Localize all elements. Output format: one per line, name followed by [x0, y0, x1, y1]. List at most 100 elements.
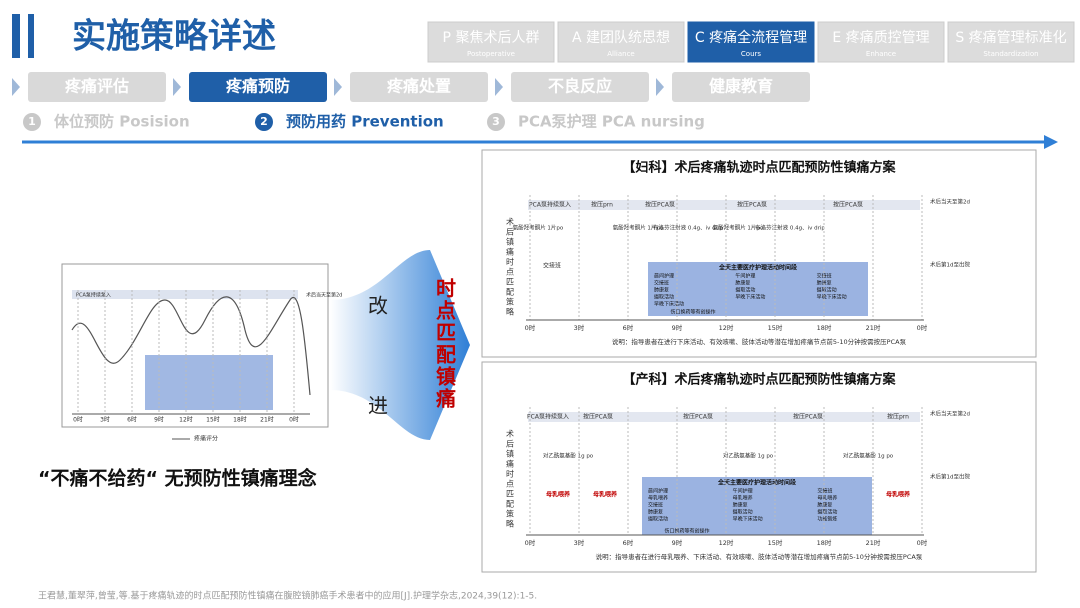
substep-dot	[23, 113, 41, 131]
citation: 王君慧,董翠萍,曾莹,等.基于疼痛轨迹的时点匹配预防性镇痛在腹腔镜肺癌手术患者中…	[38, 590, 537, 602]
fig-x-label: 0时	[289, 416, 299, 424]
step-tab	[189, 72, 327, 102]
panel-y-label: 略	[506, 519, 514, 529]
box-item: 肺康复	[654, 287, 669, 294]
vertical-text-char: 匹	[436, 321, 456, 345]
panel-x-label: 0时	[917, 323, 928, 332]
substep-label: 体位预防 Posision	[54, 113, 190, 131]
top-row-label: 按压PCA泵	[583, 413, 613, 421]
box-item: 早晚下床活动	[654, 301, 684, 308]
tab-label: A 建团队统思想	[572, 30, 670, 46]
panel-y-label: 匹	[506, 490, 514, 499]
slide-title: 实施策略详述	[72, 17, 276, 57]
top-row-label: 按压prn	[591, 201, 613, 209]
drug-label: 氨酚羟考酮片 1片po	[513, 224, 564, 232]
step-label: 疼痛处置	[387, 77, 451, 96]
tab-label: C 疼痛全流程管理	[695, 29, 807, 46]
panel-y-label: 策	[506, 509, 514, 519]
box-item: 肺康复	[735, 280, 750, 287]
vertical-text-char: 时	[436, 277, 456, 301]
panel-x-label: 6时	[623, 323, 634, 332]
panel-y-label: 痛	[506, 459, 514, 469]
panel-y-label: 点	[506, 268, 514, 277]
tab-sub: Enhance	[866, 50, 896, 58]
step-tab	[28, 72, 166, 102]
tab	[817, 21, 945, 63]
tab-sub: Alliance	[607, 50, 635, 58]
vertical-text-char: 痛	[436, 387, 456, 411]
box-item: 早晚下床活动	[733, 516, 763, 523]
vertical-text-char: 配	[436, 343, 456, 367]
box-item: 摄取活动	[817, 287, 837, 294]
right-label: 术后第1d至出院	[930, 473, 970, 481]
step-label: 疼痛预防	[226, 77, 290, 96]
panel-x-label: 9时	[672, 538, 683, 547]
panel-y-label: 镇	[506, 237, 514, 247]
tab-sub: Standardization	[983, 50, 1038, 58]
drug-label: 布洛芬注射液 0.4g、iv drip	[653, 224, 723, 232]
tab	[687, 21, 815, 63]
tab	[557, 21, 685, 63]
panel-x-label: 9时	[672, 323, 683, 332]
panel-top-row	[528, 412, 920, 422]
timeline-head	[1044, 135, 1058, 149]
panel-x-label: 0时	[917, 538, 928, 547]
box-item: 摄取活动	[648, 516, 668, 523]
fig-curve	[71, 296, 311, 396]
panel-x-label: 3时	[574, 538, 585, 547]
substep-label: PCA泵护理 PCA nursing	[518, 113, 705, 131]
box-item: 交接班	[648, 502, 663, 509]
panel-y-label: 镇	[506, 449, 514, 459]
chevron	[656, 78, 664, 96]
top-row-label: 按压PCA泵	[793, 413, 823, 421]
panel	[481, 149, 1037, 358]
panel-x-label: 0时	[525, 323, 536, 332]
panel-y-label: 略	[506, 307, 514, 317]
tab-sub: Postoperative	[467, 50, 515, 58]
chevron	[12, 78, 20, 96]
big-arrow	[330, 250, 470, 440]
panel-note: 说明：指导患者在进行母乳喂养、下床活动、有效咳嗽、肢体活动等潜在增加疼痛节点前5…	[596, 552, 923, 561]
drug-label: 对乙酰氨基酚 1g po	[843, 452, 894, 460]
panel-x-label: 3时	[574, 323, 585, 332]
step-tab	[350, 72, 488, 102]
top-row-label: 按压PCA泵	[833, 201, 863, 209]
box-title: 全天主要医疗护理活动时间段	[717, 479, 796, 487]
panel-y-label: 术	[506, 429, 514, 439]
extra-label: 母乳喂养	[593, 491, 618, 499]
tab-sub: Cours	[741, 50, 761, 58]
fig-x-label: 0时	[73, 416, 83, 424]
substep-num: 1	[28, 115, 36, 128]
fig-x-label: 6时	[127, 416, 137, 424]
panel	[481, 361, 1037, 573]
box-item: 摄取活动	[735, 287, 755, 294]
box-item: 交接班	[654, 280, 669, 287]
arrow-text: 改	[368, 294, 388, 318]
fig-x-label: 15时	[206, 416, 220, 424]
panel-note: 说明：指导患者在进行下床活动、有效咳嗽、肢体活动等潜在增加疼痛节点前5-10分钟…	[612, 337, 907, 346]
panel-title: 【妇科】术后疼痛轨迹时点匹配预防性镇痛方案	[622, 160, 896, 176]
box-item: 摄取活动	[654, 294, 674, 301]
right-label: 术后当天至第2d	[930, 410, 970, 418]
fig-bar	[72, 290, 298, 299]
substep-dot	[487, 113, 505, 131]
panel-y-label: 后	[506, 439, 514, 449]
top-row-label: PCA泵持续泵入	[529, 201, 571, 209]
tab	[947, 21, 1075, 63]
box-foot: 伤口换药等有创操作	[664, 528, 709, 535]
panel-x-label: 21时	[866, 538, 881, 547]
tab-label: S 疼痛管理标准化	[955, 29, 1066, 46]
activity-box	[648, 262, 868, 316]
step-tab	[511, 72, 649, 102]
panel-x-label: 18时	[817, 323, 832, 332]
extra-label: 母乳喂养	[886, 491, 911, 499]
substep-num: 2	[260, 115, 268, 128]
panel-y-label: 时	[506, 469, 514, 479]
chevron	[334, 78, 342, 96]
fig-x-label: 3时	[100, 416, 110, 424]
top-row-label: PCA泵持续泵入	[527, 413, 569, 421]
box-item: 晨间护理	[654, 273, 674, 280]
box-item: 肺康复	[817, 502, 832, 509]
box-item: 母乳喂养	[817, 495, 837, 502]
